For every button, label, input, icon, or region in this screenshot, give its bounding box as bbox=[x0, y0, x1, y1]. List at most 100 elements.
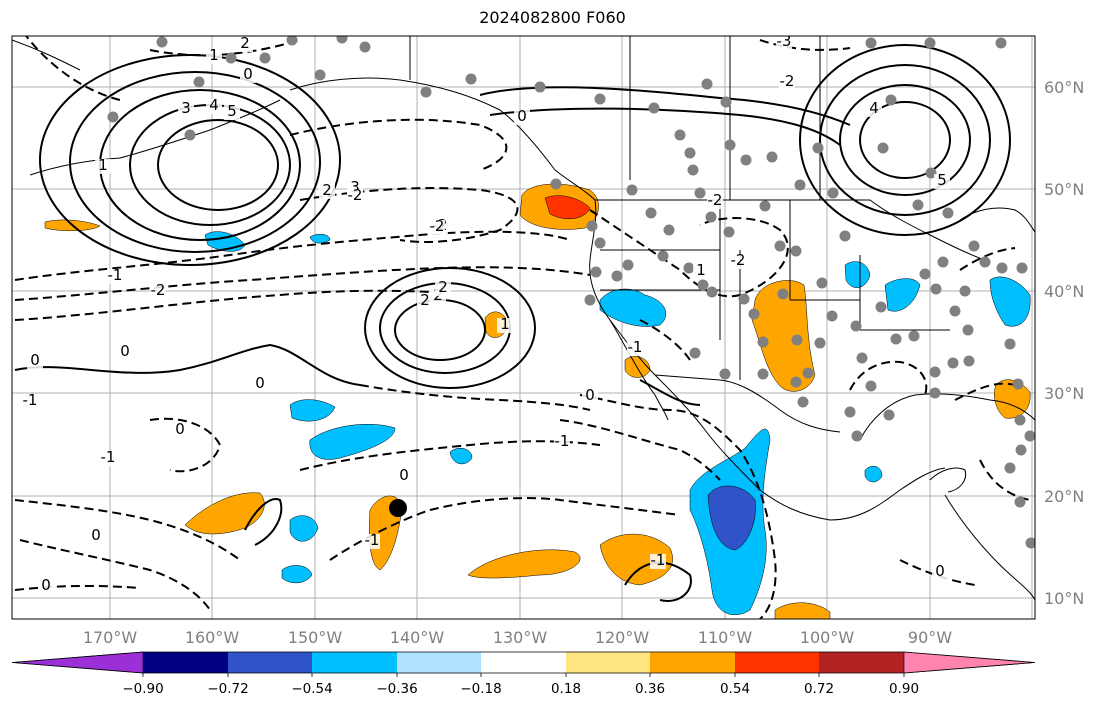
station-dot bbox=[947, 357, 959, 369]
contour-label: 0 bbox=[175, 420, 185, 438]
station-dot bbox=[1016, 262, 1028, 274]
contour-label: 1 bbox=[209, 46, 219, 64]
positive-area-eastern-pacific bbox=[599, 533, 673, 586]
station-dot bbox=[225, 52, 237, 64]
station-dot bbox=[929, 387, 941, 399]
station-dot bbox=[720, 96, 732, 108]
negative-area-plains-1 bbox=[844, 261, 871, 288]
station-dot bbox=[924, 37, 936, 49]
contour-label-bg bbox=[934, 174, 950, 189]
lon-label: 140°W bbox=[390, 628, 445, 647]
contour-dashed-22 bbox=[959, 247, 1016, 271]
contour-label-bg bbox=[240, 68, 256, 83]
station-dot bbox=[1015, 444, 1027, 456]
negative-area-plains-2 bbox=[884, 278, 921, 312]
contour-label: 0 bbox=[91, 526, 101, 544]
colorbar-label: 0.72 bbox=[804, 681, 834, 697]
contour-label-bg bbox=[100, 451, 116, 466]
station-dot bbox=[259, 52, 271, 64]
station-dot bbox=[594, 93, 606, 105]
positive-area-gulf bbox=[994, 379, 1031, 419]
positive-area-bottom bbox=[774, 602, 831, 619]
positive-area-hawaii-east bbox=[184, 492, 265, 535]
station-dot bbox=[774, 240, 786, 252]
station-dot bbox=[839, 230, 851, 242]
colorbar-label: 0.54 bbox=[720, 681, 750, 697]
contour-label-bg bbox=[364, 534, 380, 549]
coastline-west-coast bbox=[589, 199, 946, 521]
station-dot bbox=[844, 406, 856, 418]
contour-label: 4 bbox=[209, 96, 219, 114]
station-dot bbox=[719, 368, 731, 380]
contour-label-bg bbox=[417, 294, 433, 309]
station-dot bbox=[912, 199, 924, 211]
colorbar-segment bbox=[650, 652, 735, 673]
coastline-aleutians bbox=[29, 99, 281, 176]
contour-label: 0 bbox=[255, 374, 265, 392]
lon-label: 130°W bbox=[493, 628, 548, 647]
map-background bbox=[12, 36, 1035, 619]
station-dot bbox=[790, 245, 802, 257]
contour-label-bg bbox=[38, 579, 54, 594]
station-dot bbox=[701, 78, 713, 90]
station-dot bbox=[590, 266, 602, 278]
coastline-gulf bbox=[859, 393, 1035, 441]
contour-label-bg bbox=[730, 254, 746, 269]
station-dot bbox=[885, 94, 897, 106]
contour-label: -1 bbox=[651, 551, 666, 569]
contour-label-bg bbox=[932, 565, 948, 580]
coastline-bering bbox=[12, 39, 81, 71]
negative-area-pacific-1 bbox=[289, 399, 336, 422]
contour-label: 1 bbox=[500, 315, 510, 333]
border-us-mexico bbox=[654, 374, 841, 433]
station-dot bbox=[1014, 496, 1026, 508]
negative-area-pacific-5 bbox=[281, 565, 313, 584]
contour-hudson-low-4 bbox=[859, 101, 951, 179]
station-dot bbox=[645, 207, 657, 219]
contour-label: -2 bbox=[708, 191, 723, 209]
station-dot bbox=[626, 184, 638, 196]
contour-label: 4 bbox=[869, 99, 879, 117]
station-dot bbox=[534, 81, 546, 93]
coastline-hudson bbox=[959, 207, 1035, 233]
station-dot bbox=[622, 259, 634, 271]
station-dot bbox=[996, 262, 1008, 274]
station-dot bbox=[937, 256, 949, 268]
station-dot bbox=[723, 226, 735, 238]
colorbar-segment bbox=[143, 652, 228, 673]
contour-dashed-5 bbox=[289, 118, 508, 171]
contour-label-bg bbox=[107, 269, 123, 284]
shaded-areas bbox=[44, 183, 1031, 619]
coastline-alaska bbox=[289, 77, 596, 201]
station-dot bbox=[748, 308, 760, 320]
contour-label-bg bbox=[117, 345, 133, 360]
contour-label: -3 bbox=[777, 32, 792, 50]
positive-area-southwest bbox=[751, 280, 816, 392]
lon-label: 110°W bbox=[698, 628, 753, 647]
station-dot bbox=[959, 285, 971, 297]
contour-label-bg bbox=[707, 194, 723, 209]
latitude-labels: 60°N 50°N 40°N 30°N 20°N 10°N bbox=[1044, 78, 1084, 608]
contour-pacific-zero bbox=[14, 343, 361, 386]
contour-label-bg bbox=[172, 423, 188, 438]
station-dot bbox=[465, 73, 477, 85]
colorbar-label: −0.54 bbox=[291, 681, 332, 697]
station-dot bbox=[865, 380, 877, 392]
station-dot bbox=[697, 279, 709, 291]
colorbar-segment bbox=[312, 652, 397, 673]
station-dot bbox=[107, 111, 119, 123]
station-dot bbox=[766, 151, 778, 163]
station-dot bbox=[694, 187, 706, 199]
station-dot bbox=[687, 164, 699, 176]
contour-label: 5 bbox=[937, 171, 947, 189]
contour-label: 5 bbox=[227, 102, 237, 120]
station-dot bbox=[611, 270, 623, 282]
station-dot bbox=[930, 283, 942, 295]
lon-label: 160°W bbox=[185, 628, 240, 647]
contour-label-bg bbox=[396, 469, 412, 484]
gridlines bbox=[12, 36, 1035, 619]
colorbar-segment bbox=[397, 652, 481, 673]
contour-hawaii bbox=[244, 498, 283, 546]
contour-dashed-4 bbox=[299, 187, 519, 243]
